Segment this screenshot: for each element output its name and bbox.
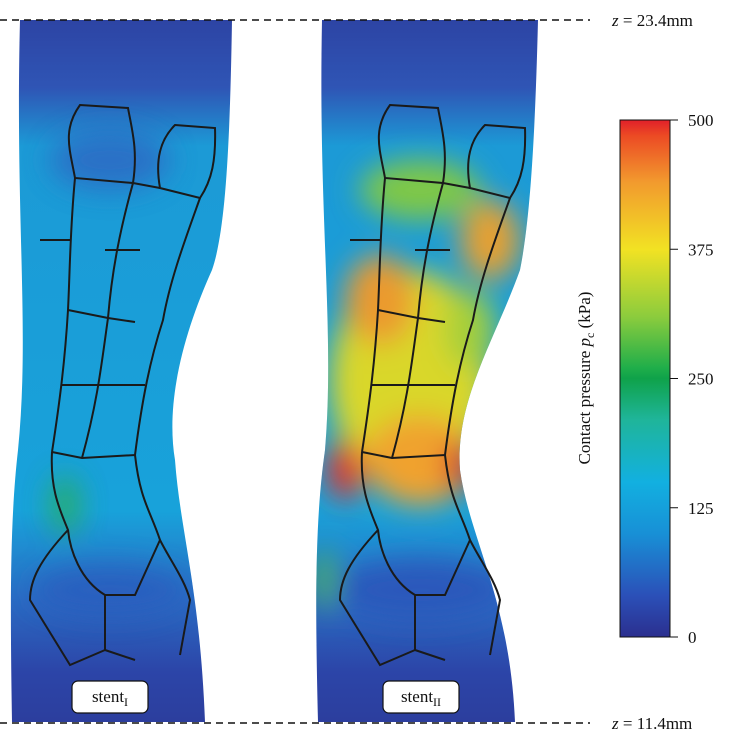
colorbar-ticks: 0 125 250 375 500	[670, 111, 714, 647]
tick-label: 375	[688, 240, 714, 259]
colorbar	[620, 120, 670, 637]
level-label: z = 23.4mm	[611, 11, 693, 30]
vessel-right	[300, 0, 560, 730]
label-text: stent	[92, 687, 124, 706]
label-text: Contact pressure	[575, 351, 594, 465]
label-text: stent	[401, 687, 433, 706]
label-unit: (kPa)	[575, 292, 594, 329]
label-subscript: I	[124, 695, 128, 709]
level-value: = 11.4mm	[623, 714, 692, 730]
vessel-left	[0, 0, 260, 730]
colorbar-label: Contact pressure pc (kPa)	[575, 292, 597, 465]
level-label: z = 11.4mm	[611, 714, 692, 730]
label-symbol: p	[575, 338, 594, 348]
panel-label: stentI	[92, 687, 128, 709]
variable: z	[611, 11, 619, 30]
tick-label: 0	[688, 628, 697, 647]
tick-label: 125	[688, 499, 714, 518]
tick-label: 500	[688, 111, 714, 130]
variable: z	[611, 714, 619, 730]
tick-label: 250	[688, 370, 714, 389]
figure: z = 23.4mm z = 11.4mm stentI stentII Con…	[0, 0, 735, 730]
label-subscript: II	[433, 695, 441, 709]
level-value: = 23.4mm	[623, 11, 693, 30]
